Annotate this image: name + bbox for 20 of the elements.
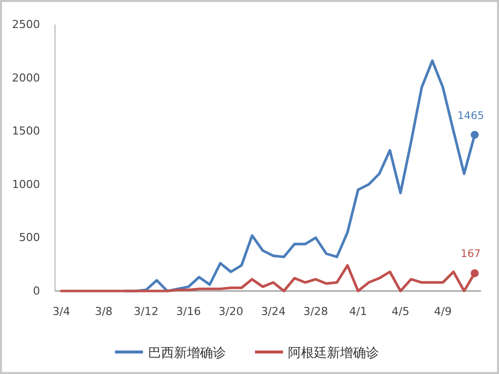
x-tick-label: 3/24 <box>260 305 286 318</box>
data-label: 167 <box>460 248 481 260</box>
x-tick-label: 3/28 <box>303 305 328 318</box>
legend-label: 阿根廷新增确诊 <box>288 346 379 361</box>
x-tick-label: 3/12 <box>134 305 158 318</box>
y-tick-label: 0 <box>33 284 40 298</box>
y-tick-label: 1500 <box>12 124 40 138</box>
y-tick-label: 1000 <box>12 178 40 191</box>
y-tick-label: 2000 <box>12 71 40 84</box>
x-tick-label: 4/9 <box>434 305 452 318</box>
x-tick-label: 3/4 <box>52 305 70 318</box>
x-tick-label: 4/5 <box>392 305 410 318</box>
y-tick-label: 500 <box>19 231 40 244</box>
y-tick-label: 2500 <box>12 18 40 31</box>
x-tick-label: 3/8 <box>94 305 113 318</box>
x-tick-label: 4/1 <box>349 305 367 318</box>
data-label: 1465 <box>457 110 484 122</box>
legend-label: 巴西新增确诊 <box>148 346 226 361</box>
x-tick-label: 3/20 <box>218 305 244 318</box>
x-tick-label: 3/16 <box>176 305 201 318</box>
